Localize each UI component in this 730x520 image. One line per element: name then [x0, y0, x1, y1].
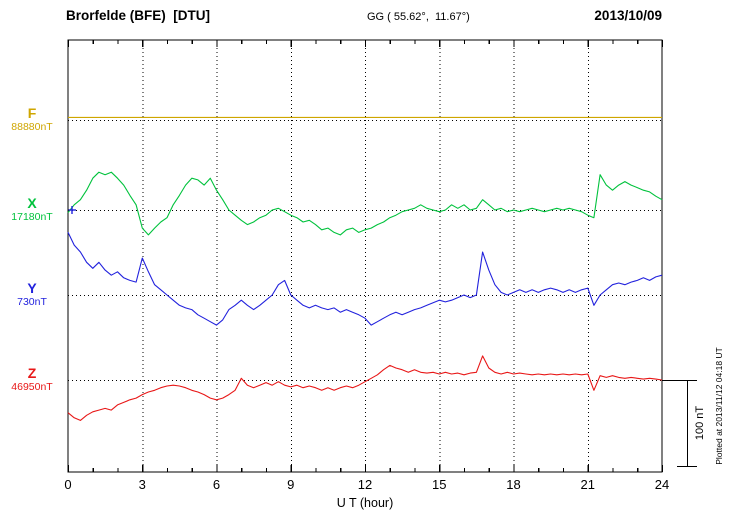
trace-Y [67, 231, 663, 326]
series-f-name: F [27, 105, 37, 121]
scale-bar [662, 379, 697, 468]
x-tick-label: 6 [212, 477, 221, 492]
scalebar-label: 100 nT [694, 405, 706, 441]
series-label-y: Y 730nT [0, 280, 64, 309]
x-tick-label: 24 [654, 477, 670, 492]
series-f-baseline-value: 88880nT [11, 121, 53, 134]
x-tick-label: 18 [506, 477, 521, 492]
x-tick-label: 9 [287, 477, 295, 492]
x-axis-label: U T (hour) [336, 496, 394, 510]
x-tick-label: 21 [580, 477, 595, 492]
axis-ticks [67, 40, 664, 472]
trace-X [67, 171, 663, 236]
plotted-at-note: Plotted at 2013/11/12 04:18 UT [714, 347, 724, 465]
series-label-x: X 17180nT [0, 195, 64, 224]
plot-date: 2013/10/09 [594, 8, 662, 23]
series-z-baseline-value: 46950nT [11, 381, 53, 394]
gridlines [68, 40, 662, 472]
series-label-z: Z 46950nT [0, 365, 64, 394]
station-title: Brorfelde (BFE) [DTU] [66, 8, 210, 23]
series-y-baseline-value: 730nT [17, 296, 47, 309]
series-x-name: X [27, 195, 37, 211]
series-label-f: F 88880nT [0, 105, 64, 134]
x-tick-label: 3 [138, 477, 146, 492]
x-tick-label: 0 [64, 477, 72, 492]
trace-Z [67, 355, 663, 421]
x-tick-label: 15 [432, 477, 447, 492]
series-z-name: Z [27, 365, 37, 381]
series-x-baseline-value: 17180nT [11, 211, 53, 224]
x-baseline-plus-marker [68, 206, 76, 214]
geographic-coords: GG ( 55.62°, 11.67°) [367, 11, 470, 23]
x-tick-label: 12 [357, 477, 373, 492]
series-y-name: Y [27, 280, 37, 296]
